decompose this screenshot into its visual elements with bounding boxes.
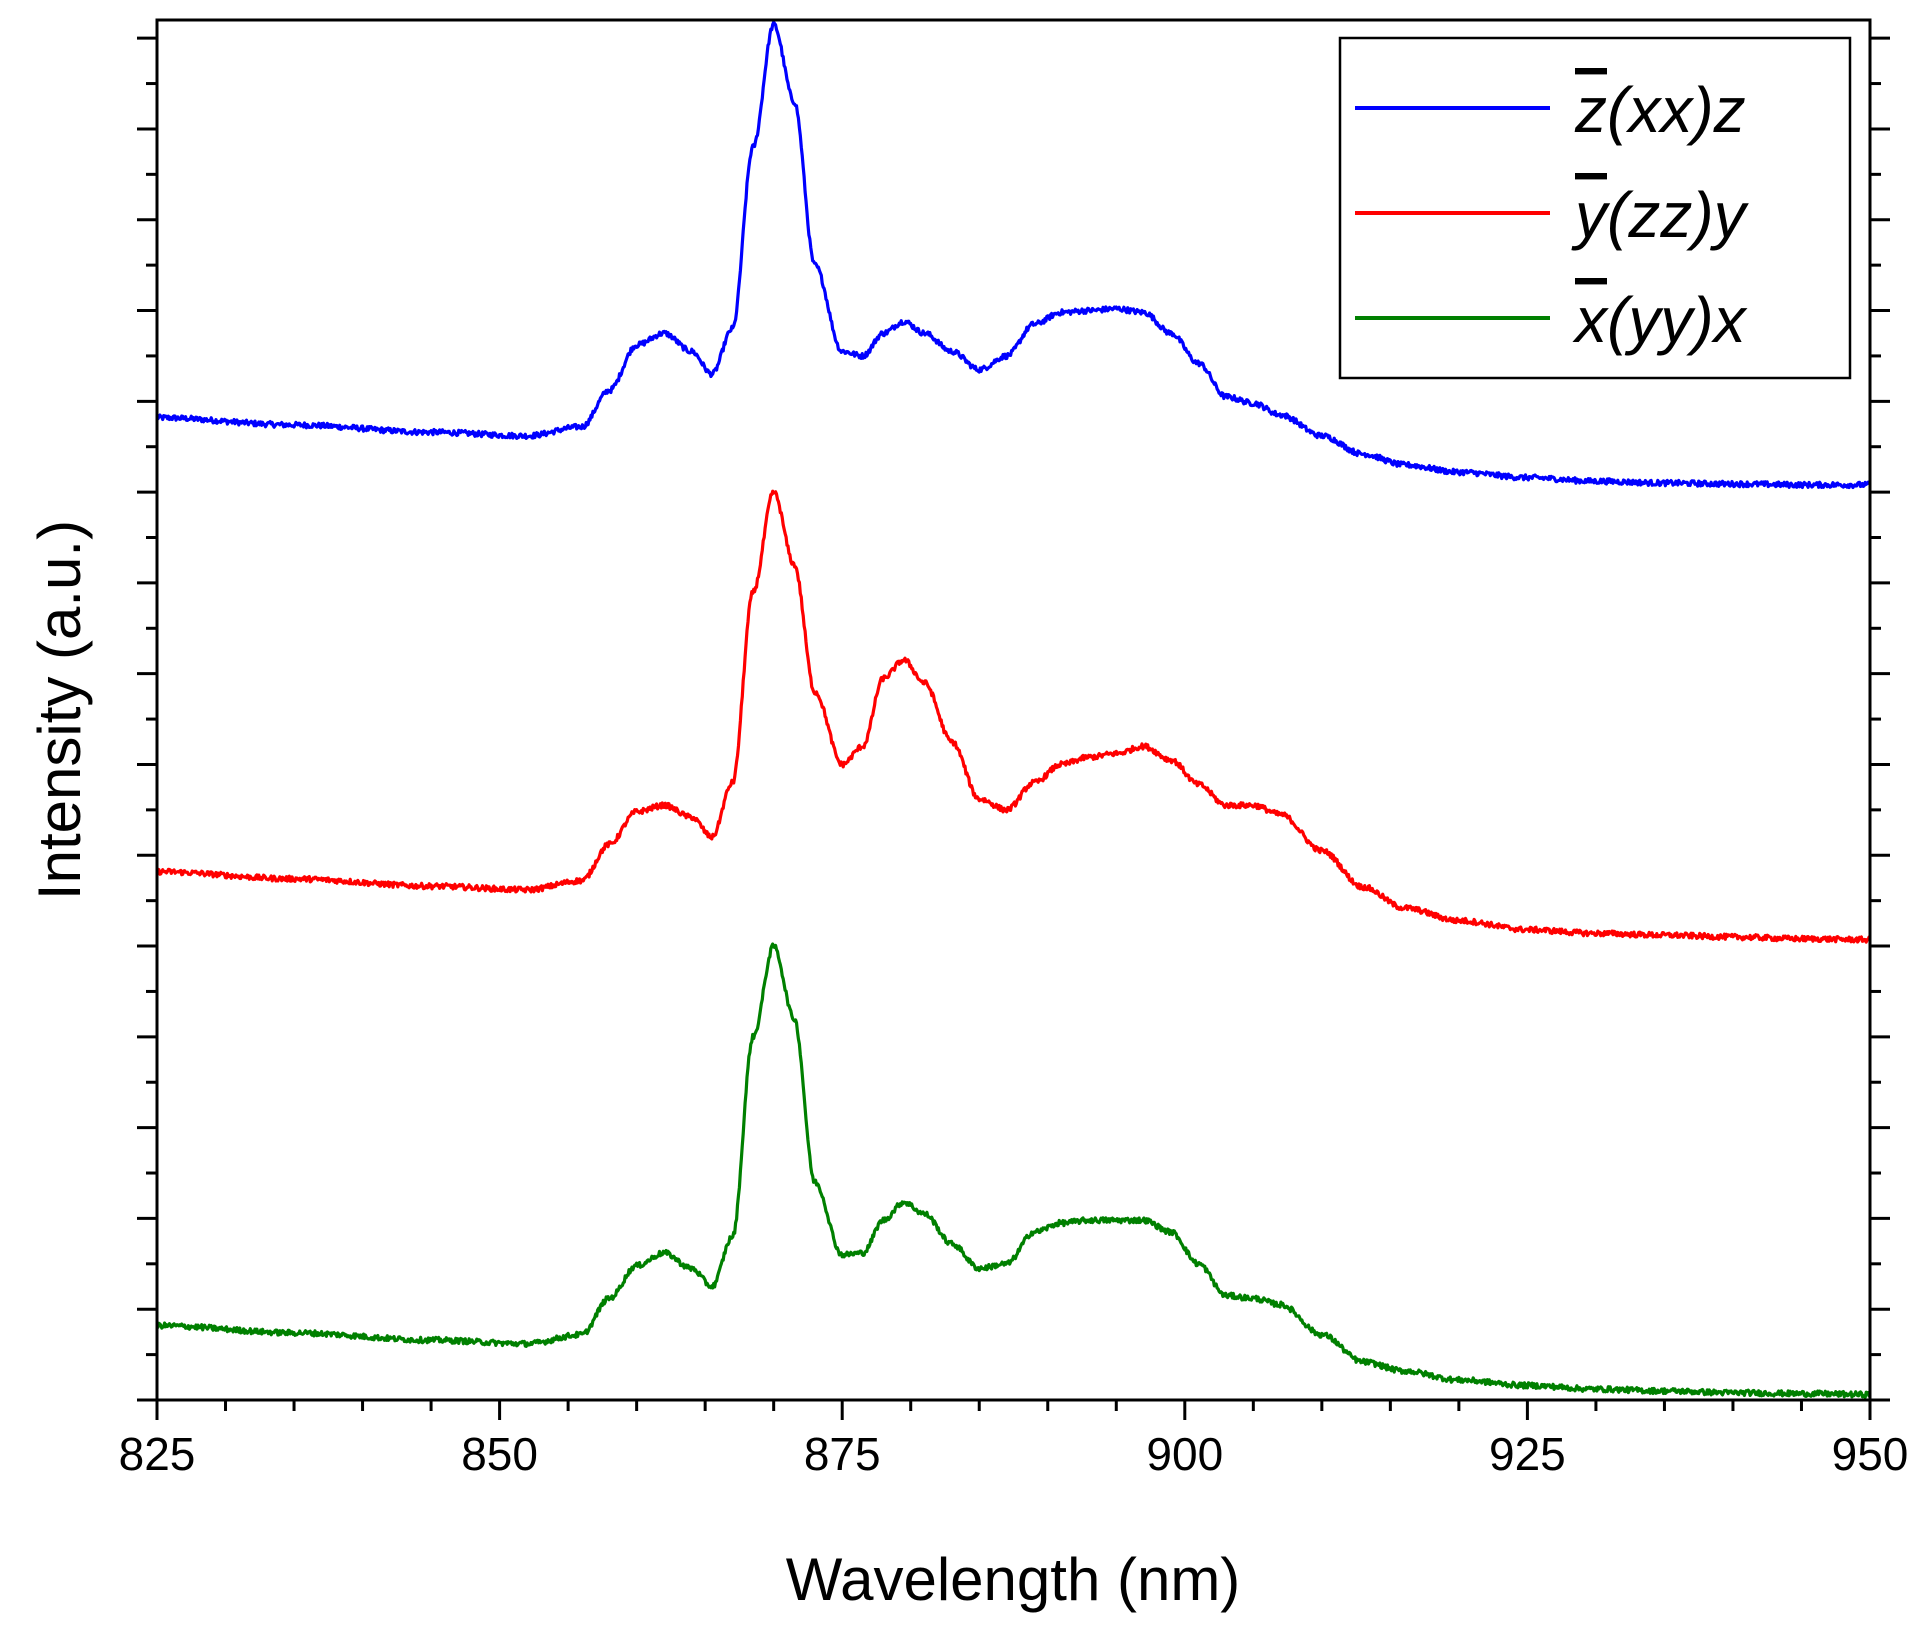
legend-overbar-symbol: z <box>1574 74 1607 146</box>
x-tick-label: 900 <box>1146 1428 1223 1480</box>
x-tick-label: 950 <box>1832 1428 1909 1480</box>
x-tick-label: 850 <box>461 1428 538 1480</box>
x-tick-label: 875 <box>804 1428 881 1480</box>
series-line-2 <box>155 489 1872 944</box>
axis-ticks <box>137 36 1890 1420</box>
x-tick-label: 925 <box>1489 1428 1566 1480</box>
legend-label-1: z(xx)z <box>1574 74 1746 146</box>
legend-label-3: x(yy)x <box>1572 284 1748 356</box>
legend-box <box>1338 36 1852 380</box>
legend-geometry-text: (xx)z <box>1607 74 1746 146</box>
legend-geometry-text: (yy)x <box>1607 284 1748 356</box>
legend-label-2: y(zz)y <box>1571 179 1750 251</box>
legend-overbar-symbol: x <box>1572 284 1609 356</box>
x-tick-labels: 825 850 875 900 925 950 <box>119 1428 1909 1480</box>
series-line-3 <box>155 942 1872 1399</box>
legend: z(xx)z y(zz)y x(yy)x <box>1338 36 1852 380</box>
series-line-1 <box>155 20 1871 490</box>
plot-frame <box>155 18 1872 1402</box>
plot-series <box>155 20 1872 1399</box>
x-axis-title: Wavelength (nm) <box>786 1546 1241 1613</box>
x-tick-label: 825 <box>119 1428 196 1480</box>
y-axis-title: Intensity (a.u.) <box>26 520 93 900</box>
legend-geometry-text: (zz)y <box>1607 179 1750 251</box>
legend-overbar-symbol: y <box>1571 179 1611 251</box>
